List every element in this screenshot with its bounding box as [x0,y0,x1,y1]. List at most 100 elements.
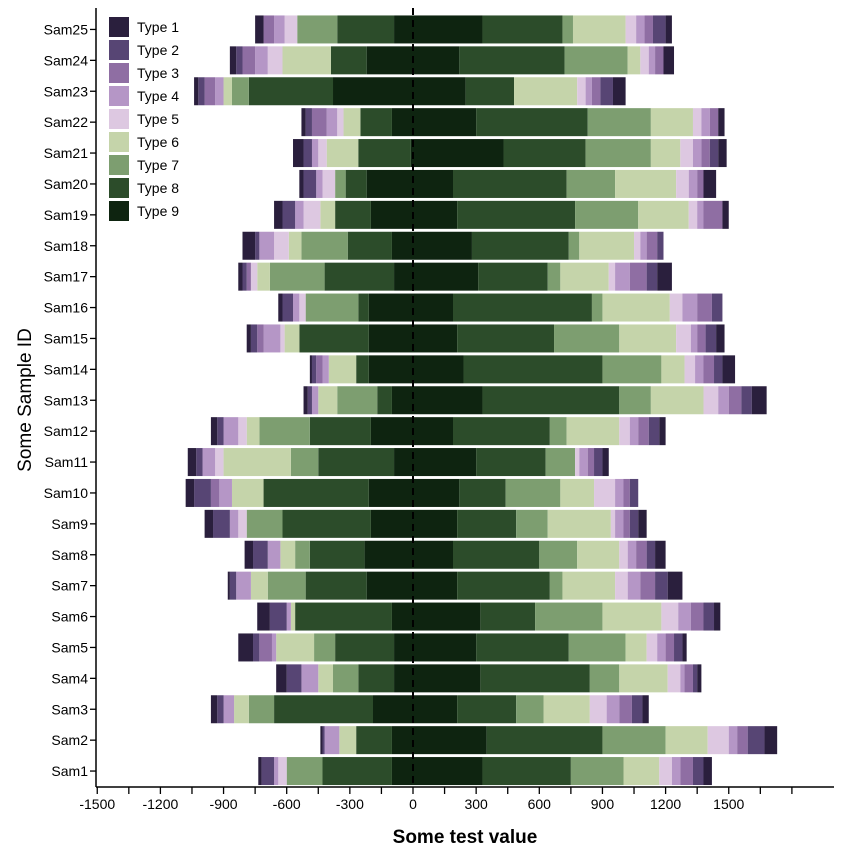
bar-sam2-type-6-pos [665,726,708,755]
y-tick-label: Sam1 [51,763,88,779]
bar-sam2-type-8-pos [486,726,603,755]
bar-sam3-type-6-pos [543,695,590,724]
bar-sam21-type-6-pos [650,139,681,168]
bar-sam22-type-4-pos [701,108,710,137]
legend-label: Type 6 [137,134,179,150]
bar-sam25-type-9-neg [394,15,413,44]
bar-sam10-type-5-pos [594,478,616,507]
bar-sam11-type-8-pos [476,448,546,477]
bar-sam7-type-7-pos [549,571,563,600]
bar-sam7-type-1-neg [227,571,230,600]
legend-label: Type 2 [137,42,179,58]
bar-sam8-type-5-pos [619,540,628,569]
bar-sam15-type-6-pos [619,324,677,353]
bar-sam23-type-1-pos [612,77,626,106]
bar-sam17-type-7-neg [269,262,325,291]
bar-sam25-type-6-pos [572,15,626,44]
bar-sam15-type-7-pos [554,324,620,353]
bar-sam20-type-1-pos [703,169,717,198]
bar-sam4-type-6-pos [619,664,668,693]
bar-sam11-type-9-pos [413,448,477,477]
bar-sam3-type-2-pos [631,695,643,724]
bar-sam20-type-6-pos [615,169,677,198]
bar-sam25-type-7-neg [297,15,338,44]
bar-sam6-type-5-pos [661,602,679,631]
y-tick-label: Sam14 [44,361,89,377]
bar-sam11-type-2-pos [594,448,603,477]
bar-sam21-type-1-pos [718,139,727,168]
bar-sam6-type-9-pos [413,602,481,631]
bar-sam17-type-6-neg [257,262,270,291]
bar-sam12-type-6-pos [566,417,620,446]
bar-sam4-type-5-pos [667,664,681,693]
bar-sam20-type-3-pos [697,169,704,198]
x-tick-label: -900 [210,796,238,812]
bar-sam8-type-9-neg [364,540,413,569]
bar-sam9-type-9-pos [413,509,458,538]
x-tick-label: 1200 [650,796,681,812]
bar-sam10-type-3-neg [210,478,220,507]
bar-sam16-type-1-neg [278,293,283,322]
bar-sam20-type-2-neg [303,169,317,198]
bar-sam22-type-1-neg [301,108,306,137]
bar-sam8-type-3-pos [636,540,647,569]
bar-sam16-type-2-pos [711,293,723,322]
bar-sam13-type-2-pos [741,386,752,415]
bar-sam17-type-6-pos [560,262,609,291]
bar-sam19-type-6-pos [638,200,689,229]
x-axis-title: Some test value [393,827,538,848]
bar-sam24-type-9-pos [413,46,460,75]
x-tick-label: -1200 [142,796,178,812]
bar-sam22-type-3-pos [709,108,719,137]
bar-sam14-type-7-pos [602,355,662,384]
bar-sam13-type-9-neg [391,386,413,415]
legend-label: Type 3 [137,65,179,81]
bar-sam24-type-9-neg [366,46,413,75]
bar-sam21-type-5-neg [318,139,327,168]
bar-sam12-type-8-neg [309,417,371,446]
x-tick-label: -300 [336,796,364,812]
legend-swatch [109,132,129,152]
bar-sam8-type-4-neg [267,540,281,569]
y-tick-label: Sam6 [51,609,88,625]
bar-sam8-type-7-neg [295,540,310,569]
bar-sam3-type-9-neg [373,695,413,724]
bar-sam10-type-2-pos [629,478,639,507]
bar-sam15-type-9-pos [413,324,458,353]
bar-sam15-type-5-pos [676,324,691,353]
bar-sam9-type-9-neg [370,509,413,538]
bar-sam22-type-1-pos [718,108,725,137]
bar-sam5-type-6-pos [625,633,647,662]
bar-sam5-type-3-neg [259,633,272,662]
bar-sam21-type-5-pos [680,139,693,168]
bar-sam24-type-3-pos [655,46,664,75]
bar-sam1-type-5-pos [659,757,672,786]
y-tick-label: Sam25 [44,21,89,37]
bar-sam9-type-4-neg [229,509,239,538]
bar-layer [185,15,778,786]
bar-sam8-type-6-neg [280,540,296,569]
bar-sam10-type-6-pos [560,478,595,507]
y-tick-label: Sam10 [44,485,89,501]
bar-sam5-type-9-neg [394,633,413,662]
bar-sam23-type-3-neg [204,77,216,106]
bar-sam14-type-6-neg [328,355,357,384]
bar-sam4-type-7-pos [589,664,620,693]
bar-sam22-type-7-pos [587,108,651,137]
bar-sam4-type-4-neg [301,664,319,693]
y-tick-label: Sam8 [51,547,88,563]
x-tick-label: 0 [409,796,417,812]
bar-sam16-type-9-pos [413,293,453,322]
bar-sam18-type-1-neg [242,231,256,260]
bar-sam3-type-8-neg [274,695,374,724]
bar-sam5-type-8-pos [476,633,569,662]
bar-sam23-type-7-neg [231,77,249,106]
bar-sam6-type-8-neg [295,602,392,631]
bar-sam19-type-8-neg [335,200,371,229]
bar-sam9-type-6-pos [547,509,611,538]
bar-sam14-type-4-neg [322,355,329,384]
y-tick-label: Sam9 [51,516,88,532]
bar-sam21-type-1-neg [293,139,304,168]
bar-sam14-type-2-neg [311,355,317,384]
